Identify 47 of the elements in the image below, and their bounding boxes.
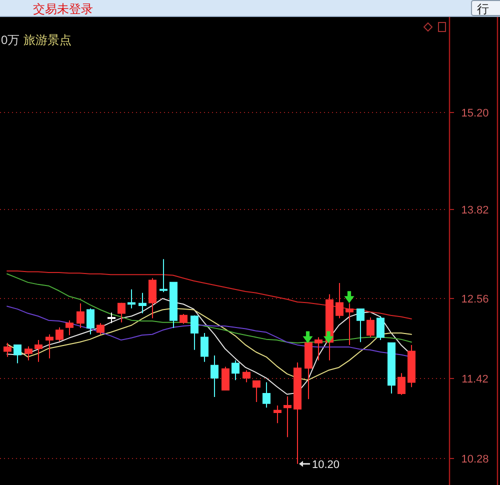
candlestick [138, 292, 146, 314]
candlestick [86, 308, 94, 335]
candlestick [108, 312, 116, 324]
text: 行 [477, 2, 489, 16]
candlestick [148, 278, 156, 319]
candlestick [160, 258, 168, 293]
candlestick [180, 313, 188, 324]
candlestick [388, 342, 396, 394]
candlestick [232, 360, 240, 381]
candlestick [200, 332, 208, 362]
candlestick [128, 288, 136, 309]
candlestick [314, 336, 322, 361]
candlestick [14, 344, 22, 364]
candlestick [222, 366, 230, 390]
y-tick-label: 11.42 [462, 374, 488, 386]
candlestick [398, 372, 406, 396]
candlestick [118, 302, 126, 323]
y-tick-label: 10.28 [461, 454, 489, 466]
text: 旅游景点 [24, 33, 72, 47]
annotation: 0万 [1, 33, 20, 47]
candlestick [210, 355, 218, 398]
candlestick [76, 302, 84, 329]
candlestick [262, 382, 270, 408]
candlestick [170, 282, 178, 329]
candlestick [366, 317, 374, 338]
candlestick [56, 326, 64, 342]
candlestick [34, 340, 42, 362]
candlestick [66, 320, 74, 336]
candlestick [24, 346, 32, 361]
y-tick-label: 15.20 [461, 108, 489, 120]
candlestick [96, 322, 104, 335]
candlestick [294, 362, 302, 464]
candlestick [190, 314, 198, 350]
candlestick [356, 308, 364, 343]
candlestick [242, 370, 250, 383]
text: 交易未登录 [33, 2, 93, 16]
candlestick [408, 344, 416, 388]
annotation: 10.20 [312, 458, 340, 471]
y-tick-label: 13.82 [461, 204, 489, 216]
candlestick [336, 282, 344, 319]
candlestick [252, 380, 260, 402]
candlestick [46, 334, 54, 359]
y-tick-label: 12.56 [461, 294, 489, 306]
candlestick [4, 342, 12, 358]
candlestick [274, 404, 282, 424]
candlestick [376, 316, 384, 341]
candlestick [284, 396, 292, 438]
